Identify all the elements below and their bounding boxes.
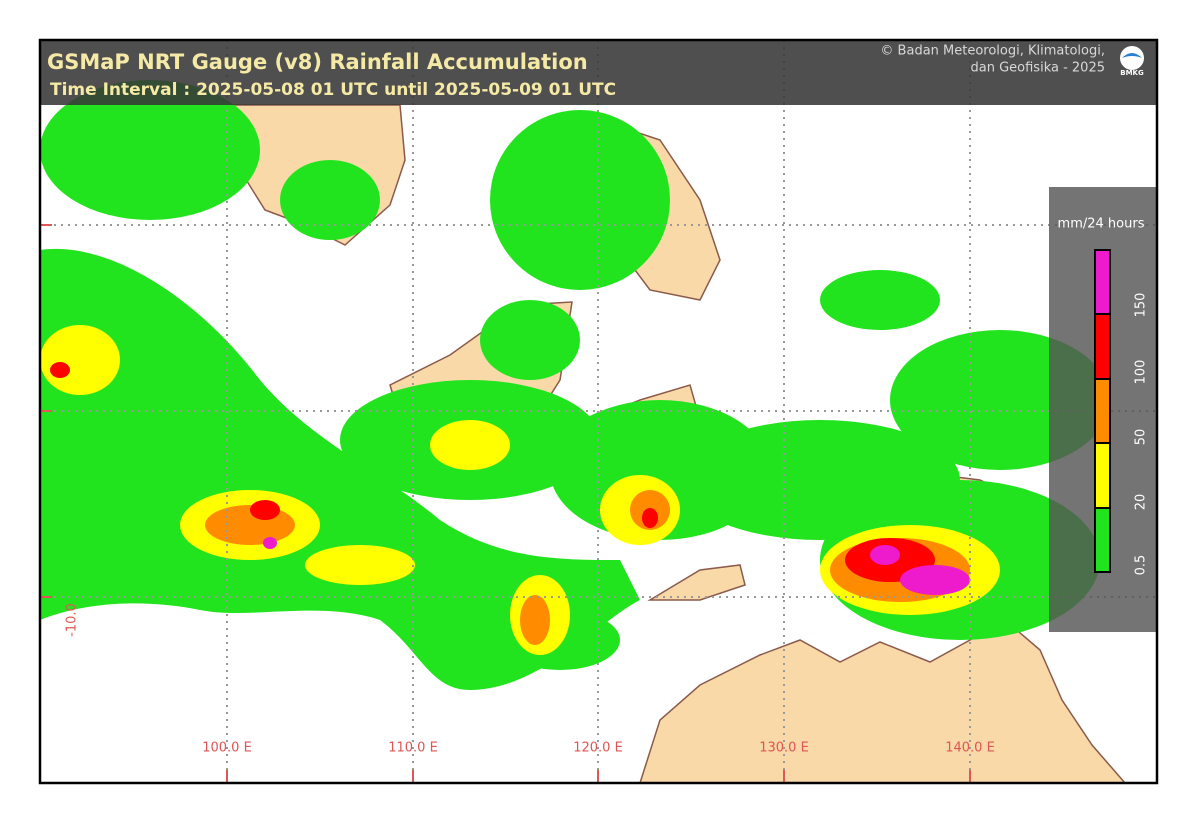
title: GSMaP NRT Gauge (v8) Rainfall Accumulati…: [47, 50, 588, 74]
header-band: [40, 40, 1157, 105]
frame: [38, 38, 1159, 785]
lat-label: -10.0: [65, 603, 80, 637]
legend-tick: 0.5: [1134, 555, 1149, 576]
lon-label: 140.0 E: [945, 741, 995, 756]
map: 100.0 E 110.0 E 120.0 E 130.0 E 140.0 E …: [40, 40, 1157, 784]
legend-ticks: 0.5 20 50 100 150: [1134, 293, 1149, 576]
logo-mark: [1120, 46, 1144, 70]
legend-tick: 150: [1134, 293, 1149, 318]
legend-tick: 50: [1134, 429, 1149, 446]
legend-tick: 20: [1134, 494, 1149, 511]
lon-label: 110.0 E: [388, 741, 438, 756]
graticule: [40, 40, 1157, 783]
legend: mm/24 hours 0.5 20 50 100 150: [1049, 187, 1156, 632]
lon-label: 100.0 E: [202, 741, 252, 756]
logo-text: BMKG: [1120, 69, 1144, 77]
header: GSMaP NRT Gauge (v8) Rainfall Accumulati…: [40, 40, 1157, 105]
colorbar: [1094, 249, 1111, 573]
logo-shape: [1122, 53, 1142, 58]
lon-label: 120.0 E: [573, 741, 623, 756]
credit: © Badan Meteorologi, Klimatologi,: [880, 44, 1105, 59]
legend-tick: 100: [1134, 360, 1149, 385]
longitude-labels: 100.0 E 110.0 E 120.0 E 130.0 E 140.0 E: [202, 741, 995, 756]
lon-label: 130.0 E: [759, 741, 809, 756]
credit: dan Geofisika - 2025: [971, 61, 1106, 76]
axis-ticks: [40, 224, 971, 783]
rain-extreme: [263, 537, 970, 595]
rain-light: [40, 80, 1110, 691]
subtitle: Time Interval : 2025-05-08 01 UTC until …: [50, 80, 616, 100]
legend-title: mm/24 hours: [1058, 217, 1145, 232]
